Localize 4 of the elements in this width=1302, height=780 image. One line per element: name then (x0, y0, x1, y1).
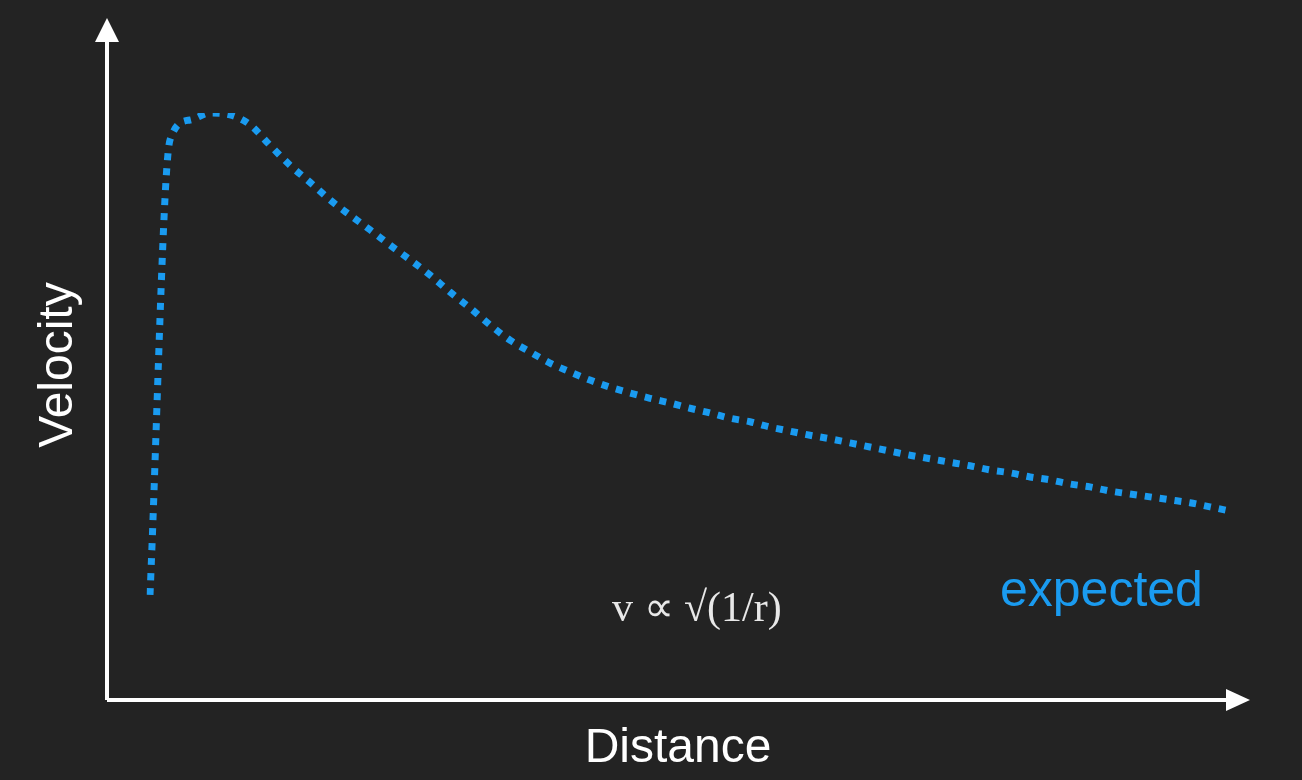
series-label: expected (1000, 560, 1203, 618)
annotation: v ∝ √(1/r) (612, 583, 782, 631)
x-axis-title: Distance (583, 718, 773, 773)
y-axis-title: Velocity (27, 282, 83, 448)
